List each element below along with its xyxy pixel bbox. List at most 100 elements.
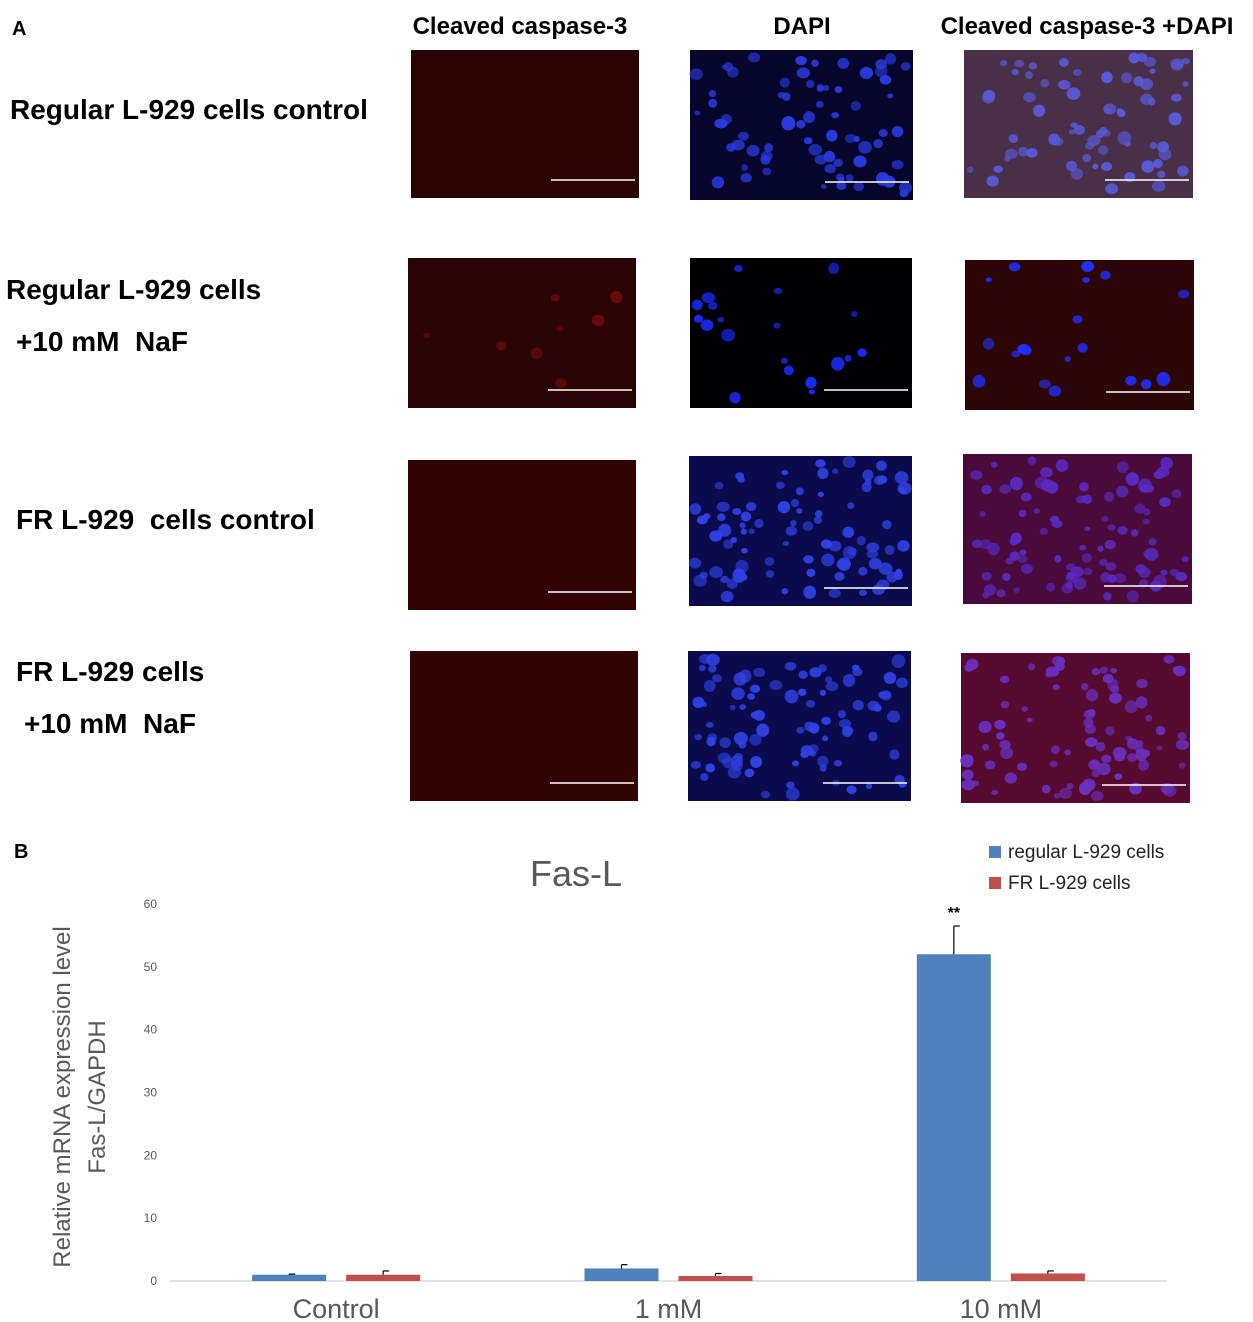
nucleus [1012, 69, 1019, 75]
nucleus [702, 292, 716, 303]
nucleus [872, 584, 885, 595]
nucleus [754, 519, 763, 528]
nucleus [1108, 524, 1116, 531]
nucleus [966, 659, 978, 670]
nucleus [867, 550, 879, 559]
nucleus [766, 570, 774, 577]
legend-swatch [989, 877, 1001, 889]
nucleus [732, 508, 741, 515]
nucleus [1028, 456, 1037, 465]
nucleus [817, 468, 828, 479]
nucleus [1046, 583, 1055, 592]
nucleus [862, 482, 872, 492]
nucleus [882, 520, 891, 529]
nucleus [1160, 569, 1167, 575]
nucleus [730, 705, 736, 710]
nucleus [803, 111, 815, 123]
nucleus [800, 751, 808, 758]
nucleus [1116, 486, 1128, 498]
nucleus [818, 664, 826, 672]
error-bar [954, 926, 960, 954]
nucleus [717, 317, 724, 322]
nucleus [1052, 137, 1063, 146]
nucleus [822, 736, 828, 742]
nucleus [555, 378, 567, 388]
nucleus [729, 392, 740, 403]
row-label: +10 mM NaF [16, 326, 188, 357]
nucleus [1082, 277, 1089, 283]
nucleus [858, 141, 872, 154]
nucleus [986, 277, 992, 282]
legend-label: FR L-929 cells [1008, 873, 1131, 894]
nucleus [751, 711, 760, 718]
nucleus [712, 176, 724, 188]
nucleus [858, 348, 867, 357]
nucleus [846, 174, 854, 181]
nucleus [821, 539, 832, 548]
nucleus [1033, 105, 1045, 117]
nucleus [826, 130, 838, 142]
nucleus [776, 482, 785, 489]
nucleus [1143, 508, 1150, 515]
nucleus [823, 85, 829, 91]
nucleus [1127, 590, 1139, 602]
nucleus [999, 484, 1011, 494]
nucleus [1085, 724, 1096, 734]
chart-title: Fas-L [530, 853, 622, 894]
nucleus [1105, 540, 1116, 550]
nucleus [774, 288, 782, 294]
y-tick-label: 50 [144, 960, 158, 974]
nucleus [1145, 715, 1152, 722]
nucleus [898, 781, 906, 788]
nucleus [845, 134, 857, 143]
nucleus [737, 476, 744, 482]
nucleus [734, 732, 748, 745]
nucleus [1157, 170, 1165, 178]
row-label: Regular L-929 cells [6, 274, 261, 305]
nucleus [886, 571, 897, 582]
nucleus [699, 665, 706, 671]
nucleus [1079, 482, 1089, 492]
nucleus [986, 175, 998, 186]
nucleus [821, 184, 827, 189]
nucleus [1125, 700, 1138, 713]
nucleus [996, 589, 1005, 597]
nucleus [1105, 726, 1114, 736]
nucleus [1101, 162, 1112, 171]
nucleus [1135, 564, 1146, 573]
nucleus [1053, 684, 1060, 690]
nucleus [897, 540, 909, 552]
nucleus [798, 670, 807, 678]
nucleus [712, 674, 722, 682]
nucleus [773, 323, 780, 329]
nucleus [795, 56, 807, 65]
nucleus [854, 182, 864, 191]
nucleus [786, 787, 800, 800]
nucleus [1021, 564, 1033, 574]
nucleus [785, 662, 797, 671]
nucleus [1109, 693, 1122, 704]
nucleus [780, 77, 790, 87]
nucleus [852, 668, 862, 676]
micrograph [410, 651, 638, 801]
nucleus [858, 567, 867, 576]
nucleus [1183, 81, 1189, 87]
nucleus [892, 126, 904, 137]
nucleus [1039, 380, 1051, 389]
legend-swatch [989, 846, 1001, 858]
nucleus [706, 654, 720, 666]
nucleus [900, 189, 908, 197]
nucleus [741, 548, 748, 554]
nucleus [778, 501, 791, 513]
nucleus [1040, 528, 1048, 535]
nucleus [1058, 80, 1071, 90]
nucleus [1178, 290, 1189, 299]
nucleus [832, 468, 838, 474]
nucleus [980, 511, 986, 517]
nucleus [714, 119, 727, 129]
nucleus [734, 753, 743, 761]
nucleus [423, 333, 430, 338]
nucleus [690, 68, 703, 80]
nucleus [818, 492, 824, 497]
nucleus [1101, 71, 1112, 83]
